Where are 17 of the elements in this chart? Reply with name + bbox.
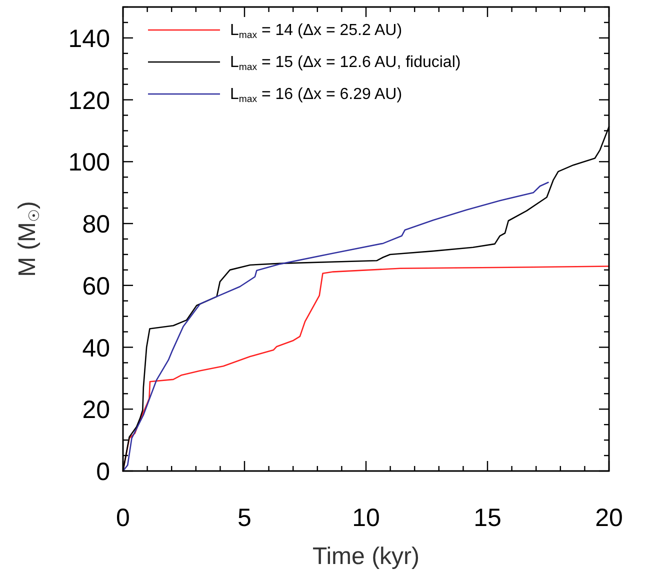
y-tick-label: 40 bbox=[82, 334, 110, 362]
x-tick-label: 0 bbox=[116, 504, 130, 532]
x-tick-label: 20 bbox=[595, 504, 623, 532]
y-tick-label: 0 bbox=[96, 458, 110, 486]
y-tick-label: 140 bbox=[68, 24, 110, 53]
x-axis-title: Time (kyr) bbox=[312, 543, 420, 570]
y-tick-label: 100 bbox=[68, 148, 110, 177]
y-tick-label: 80 bbox=[82, 210, 110, 239]
legend-label: L$_{max}$ = 16 (Δx = 6.29 AU) bbox=[230, 86, 402, 105]
x-tick-label: 15 bbox=[474, 504, 502, 532]
y-tick-label: 20 bbox=[82, 396, 110, 424]
legend-label: L$_{max}$ = 14 (Δx = 25.2 AU) bbox=[230, 22, 402, 41]
x-tick-label: 10 bbox=[352, 504, 380, 532]
y-tick-label: 120 bbox=[68, 86, 110, 115]
y-tick-label: 60 bbox=[82, 272, 110, 300]
legend-label: L$_{max}$ = 15 (Δx = 12.6 AU, fiducial) bbox=[230, 54, 461, 73]
x-tick-label: 5 bbox=[238, 504, 252, 532]
